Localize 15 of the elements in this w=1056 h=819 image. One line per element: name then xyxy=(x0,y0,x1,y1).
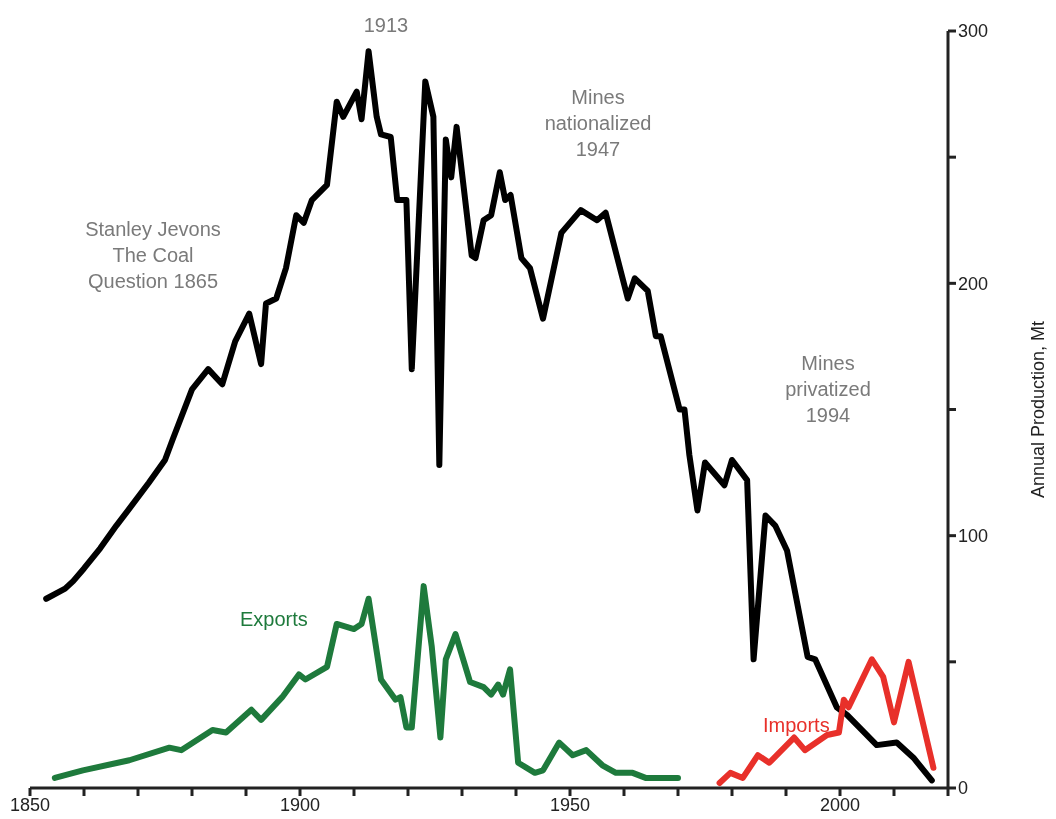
y-tick-label: 200 xyxy=(958,273,989,294)
x-tick-label: 1950 xyxy=(549,794,591,815)
y-axis-title: Annual Production, Mt xyxy=(1028,320,1049,499)
x-tick-label: 2000 xyxy=(819,794,861,815)
annotation: Stanley Jevons The Coal Question 1865 xyxy=(85,217,221,294)
x-tick-label: 1900 xyxy=(279,794,321,815)
y-tick-label: 300 xyxy=(958,21,989,42)
series-label: Imports xyxy=(763,714,830,737)
annotation: Mines privatized 1994 xyxy=(785,351,871,428)
y-tick-label: 0 xyxy=(958,778,969,799)
annotation: 1913 xyxy=(363,13,409,38)
annotation: Mines nationalized 1947 xyxy=(544,85,652,162)
series-label: Exports xyxy=(240,608,308,631)
y-tick-label: 100 xyxy=(958,526,989,547)
x-tick-label: 1850 xyxy=(9,794,51,815)
